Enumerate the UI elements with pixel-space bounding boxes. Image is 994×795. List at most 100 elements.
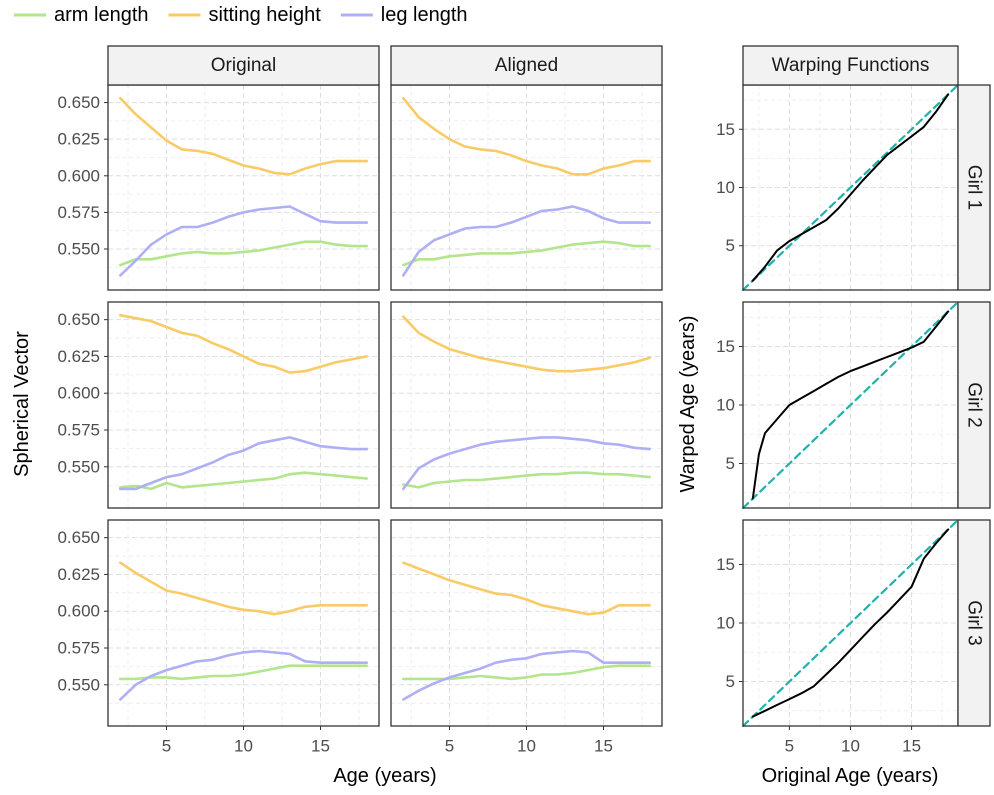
strip-label: Girl 1 [964,165,985,210]
strip-label: Warping Functions [772,55,930,76]
column-strip-aligned: Aligned [390,45,663,86]
row-strip-girl-3: Girl 3 [957,519,991,727]
x-tick-label: 15 [902,737,921,756]
series-line-leg-length [119,436,369,491]
right-x-axis-title: Original Age (years) [762,765,939,787]
series-line-leg-length [401,205,652,277]
series-line-arm-length [119,664,369,681]
warp-panel-girl-2 [741,300,960,510]
strip-label: Original [211,55,276,76]
panel-girl-3-aligned [391,520,662,726]
y-tick-label: 0.575 [57,421,100,440]
strip-background [390,45,663,86]
y-tick-label: 0.650 [57,528,100,547]
strip-label: Girl 3 [964,600,985,645]
y-tick-label: 15 [716,337,735,356]
y-tick-label: 10 [716,614,735,633]
legend-label: leg length [381,4,468,26]
strip-background [957,84,991,291]
series-line-sitting-height [119,561,369,616]
legend-item-sitting-height: sitting height [168,4,322,26]
warping-function-line [751,310,950,500]
y-tick-label: 5 [726,236,735,255]
strip-label: Aligned [495,55,558,76]
panel-girl-3-original [108,520,379,726]
legend-item-leg-length: leg length [340,4,468,26]
legend-item-arm-length: arm length [14,4,149,26]
panel-girl-2-aligned [391,302,662,508]
y-tick-label: 0.550 [57,457,100,476]
legend-label: arm length [54,4,149,26]
series-line-leg-length [119,649,369,701]
series-line-leg-length [119,205,369,277]
series-line-sitting-height [401,561,652,616]
axes: 0.550 0.575 0.600 0.625 0.650 0.550 0.575 0.600… [57,93,921,755]
series-line-sitting-height [119,96,369,176]
identity-reference-line [741,300,960,510]
x-tick-label: 10 [234,737,253,756]
legend-label: sitting height [209,4,322,26]
series-line-arm-length [119,471,369,491]
y-tick-label: 0.600 [57,166,100,185]
series-line-arm-length [401,471,652,489]
warping-function-line [751,528,950,718]
y-tick-label: 5 [726,454,735,473]
y-tick-label: 0.625 [57,130,100,149]
row-strip-girl-2: Girl 2 [957,301,991,509]
panel-background [391,520,662,726]
panel-girl-2-original [108,302,379,508]
y-tick-label: 15 [716,555,735,574]
y-tick-label: 0.550 [57,675,100,694]
y-tick-label: 0.550 [57,240,100,259]
strip-background [742,45,959,86]
y-tick-label: 0.650 [57,310,100,329]
panel-background [108,520,379,726]
x-tick-label: 5 [445,737,454,756]
warping-function-line [751,93,950,282]
y-tick-label: 5 [726,672,735,691]
series-line-arm-length [401,240,652,267]
warp-panel-girl-1 [741,83,960,292]
panel-girl-1-original [108,85,379,290]
right-y-axis-title: Warped Age (years) [677,315,699,492]
plot-panels: Original Aligned Warping Functions Girl 1 Gi… [107,45,991,728]
y-tick-label: 0.625 [57,565,100,584]
panel-girl-1-aligned [391,85,662,290]
y-tick-label: 10 [716,396,735,415]
x-tick-label: 15 [594,737,613,756]
identity-reference-line [741,83,960,292]
y-tick-label: 0.625 [57,347,100,366]
y-tick-label: 0.600 [57,384,100,403]
x-tick-label: 5 [162,737,171,756]
series-line-sitting-height [119,313,369,374]
left-y-axis-title: Spherical Vector [11,331,33,477]
y-tick-label: 0.600 [57,602,100,621]
y-tick-label: 0.575 [57,639,100,658]
series-line-sitting-height [401,96,652,176]
row-strip-girl-1: Girl 1 [957,84,991,291]
series-line-leg-length [401,436,652,491]
y-tick-label: 15 [716,120,735,139]
series-line-leg-length [401,649,652,701]
x-tick-label: 15 [311,737,330,756]
x-tick-label: 5 [785,737,794,756]
y-tick-label: 0.575 [57,203,100,222]
series-line-arm-length [119,240,369,267]
strip-background [957,301,991,509]
column-strip-original: Original [107,45,380,86]
warp-panel-girl-3 [741,518,960,728]
legend: arm length sitting height leg length [14,4,468,26]
strip-background [107,45,380,86]
left-x-axis-title: Age (years) [333,765,436,787]
panel-background [391,302,662,508]
y-tick-label: 0.650 [57,93,100,112]
panel-border [390,301,663,509]
column-strip-warping-functions: Warping Functions [742,45,959,86]
strip-label: Girl 2 [964,382,985,427]
x-tick-label: 10 [517,737,536,756]
panel-border [107,301,380,509]
strip-background [957,519,991,727]
x-tick-label: 10 [841,737,860,756]
series-line-sitting-height [401,315,652,373]
